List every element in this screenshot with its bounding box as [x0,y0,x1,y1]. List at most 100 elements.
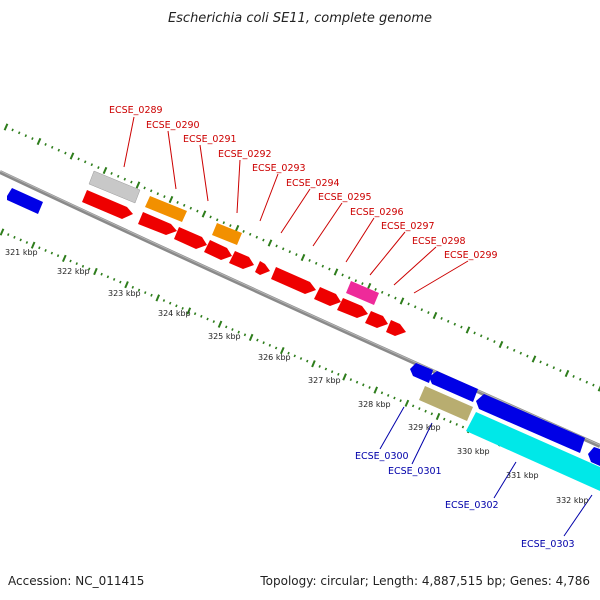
inner-tick [56,254,60,258]
outer-tick [116,174,120,178]
genome-backbone-highlight [0,170,600,446]
outer-tick [36,137,42,146]
gene-red-a[interactable] [337,298,368,318]
gene-blue-4[interactable] [588,447,600,466]
inner-tick [435,412,441,421]
inner-tick [399,399,402,403]
gene-label[interactable]: ECSE_0294 [286,178,340,189]
inner-tick [268,343,272,347]
inner-tick [430,412,434,416]
outer-tick [196,209,199,213]
inner-tick [200,314,203,318]
gene-ecse-0299[interactable] [314,287,341,306]
gene-ecse-0289[interactable] [88,170,141,204]
gene-label[interactable]: ECSE_0297 [381,221,435,232]
tick-labels: 321 kbp 322 kbp 323 kbp 324 kbp 325 kbp … [5,248,589,505]
outer-tick [460,325,463,329]
outer-tick [479,334,483,338]
gene-label[interactable]: ECSE_0291 [183,134,237,145]
inner-tick [237,330,240,334]
inner-tick [225,325,228,329]
gene-ecse-0291[interactable] [145,196,187,222]
inner-tick [449,420,452,424]
gene-ecse-0298[interactable] [271,267,316,294]
gene-ecse-0295[interactable] [204,240,232,260]
inner-tick [61,254,67,262]
inner-tick [330,370,334,374]
gene-cyan[interactable] [466,412,600,491]
inner-tick [337,372,340,376]
gene-label[interactable]: ECSE_0296 [350,207,404,218]
tick-label: 325 kbp [208,332,241,341]
gene-label[interactable]: ECSE_0299 [444,250,498,261]
gene-red-b[interactable] [365,311,388,328]
tick-label: 330 kbp [457,447,490,456]
outer-tick [267,239,273,247]
gene-blue-2[interactable] [429,371,478,402]
gene-label[interactable]: ECSE_0292 [218,149,272,160]
gene-ecse-0292[interactable] [138,212,177,235]
inner-tick [0,228,5,236]
gene-ecse-0296[interactable] [229,251,254,269]
gene-label[interactable]: ECSE_0293 [252,163,306,174]
inner-tick [248,333,254,341]
outer-tick [572,374,575,378]
gene-label[interactable]: ECSE_0290 [146,120,200,131]
inner-tick [186,307,192,315]
outer-tick [578,377,582,381]
outer-tick [130,180,133,184]
outer-tick [97,166,100,170]
gene-red-c[interactable] [386,320,406,336]
gene-label[interactable]: ECSE_0303 [521,539,575,550]
outer-tick [209,215,212,219]
gene-blue-left[interactable] [7,188,43,214]
outer-tick [182,203,186,207]
outer-tick [314,261,318,265]
outer-tick [559,369,562,373]
outer-tick [354,279,358,283]
gene-blue-1[interactable] [410,363,433,383]
outer-tick [539,360,542,364]
gene-label[interactable]: ECSE_0300 [355,451,409,462]
inner-tick [243,333,247,337]
outer-tick [44,142,47,146]
inner-tick [311,360,316,368]
gene-label[interactable]: ECSE_0301 [388,466,442,477]
inner-tick [274,346,278,350]
gene-magenta[interactable] [346,281,379,305]
inner-tick [193,312,197,316]
tick-label: 327 kbp [308,376,341,385]
genome-summary-text: Topology: circular; Length: 4,887,515 bp… [260,574,590,588]
outer-tick [156,192,160,196]
outer-tick [64,151,67,155]
inner-tick [30,241,36,249]
outer-tick [295,253,298,257]
gene-label[interactable]: ECSE_0302 [445,500,499,511]
gene-ecse-0297[interactable] [255,261,270,275]
outer-tick [427,311,430,315]
gene-blue-3[interactable] [476,394,585,453]
outer-tick [597,385,600,392]
inner-tick [19,238,22,242]
gene-ecse-0293[interactable] [174,227,207,249]
outer-tick [168,195,174,204]
gene-ecse-0294[interactable] [212,223,242,245]
gene-ecse-0290[interactable] [82,190,133,219]
gene-khaki[interactable] [419,386,473,421]
outer-tick [50,145,54,149]
inner-tick [106,275,110,279]
gene-label[interactable]: ECSE_0298 [412,236,466,247]
inner-tick [81,264,85,268]
inner-tick [386,393,390,397]
map-title: Escherichia coli SE11, complete genome [168,11,432,26]
inner-tick [119,280,122,284]
gene-label[interactable]: ECSE_0289 [109,105,163,116]
outer-tick [519,351,523,355]
inner-tick [299,357,303,360]
outer-tick [361,282,364,286]
inner-tick [368,386,371,389]
gene-label[interactable]: ECSE_0295 [318,192,372,203]
outer-tick [420,308,424,312]
inner-tick [87,267,91,271]
